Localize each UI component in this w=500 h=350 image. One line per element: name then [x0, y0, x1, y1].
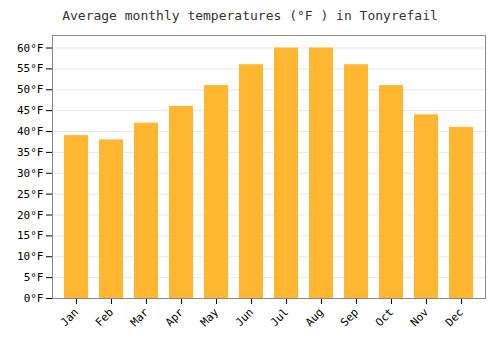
- svg-text:Jan: Jan: [58, 306, 81, 329]
- svg-text:30°F: 30°F: [17, 167, 44, 180]
- svg-text:60°F: 60°F: [17, 42, 44, 55]
- svg-text:55°F: 55°F: [17, 62, 44, 75]
- svg-text:Mar: Mar: [128, 305, 152, 329]
- svg-text:50°F: 50°F: [17, 83, 44, 96]
- svg-text:0°F: 0°F: [24, 292, 44, 305]
- svg-text:Aug: Aug: [303, 306, 326, 329]
- svg-text:Feb: Feb: [93, 306, 116, 329]
- svg-text:Apr: Apr: [163, 305, 187, 329]
- svg-text:5°F: 5°F: [24, 271, 44, 284]
- svg-text:Nov: Nov: [408, 305, 432, 329]
- svg-text:40°F: 40°F: [17, 125, 44, 138]
- svg-text:Oct: Oct: [373, 306, 396, 329]
- svg-text:10°F: 10°F: [17, 250, 44, 263]
- svg-text:25°F: 25°F: [17, 188, 44, 201]
- svg-text:15°F: 15°F: [17, 229, 44, 242]
- svg-text:Jun: Jun: [233, 306, 256, 329]
- svg-text:Dec: Dec: [443, 306, 466, 329]
- svg-text:Sep: Sep: [338, 306, 361, 329]
- svg-text:May: May: [198, 305, 222, 329]
- svg-text:35°F: 35°F: [17, 146, 44, 159]
- svg-text:20°F: 20°F: [17, 209, 44, 222]
- html-text:Average monthly temperatures (: Average monthly temperatures (°F ) in To…: [62, 8, 438, 23]
- svg-text:45°F: 45°F: [17, 104, 44, 117]
- svg-text:Jul: Jul: [268, 306, 291, 329]
